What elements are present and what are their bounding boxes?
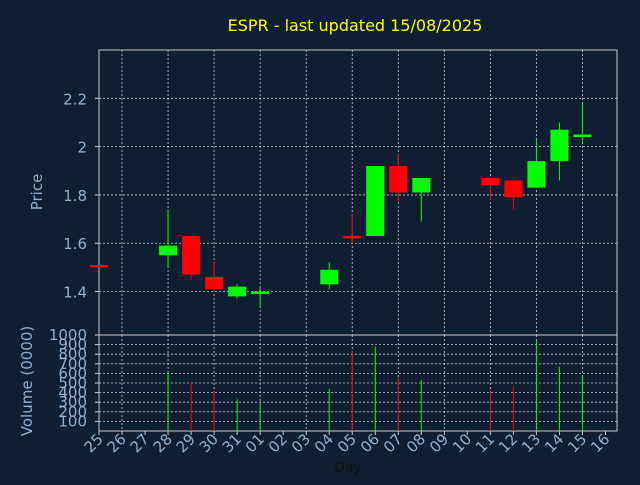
price-axis-label: Price <box>28 174 46 211</box>
candle-body-28 <box>159 245 178 256</box>
candle-body-11 <box>481 178 500 186</box>
candle-body-05 <box>343 235 362 239</box>
candle-body-30 <box>205 277 224 290</box>
x-axis-label: Day <box>334 460 362 476</box>
price-tick-label: 1.6 <box>63 235 87 253</box>
volume-tick-label: 1000 <box>49 326 87 344</box>
candle-body-04 <box>320 269 339 285</box>
candle-body-13 <box>527 161 546 188</box>
volume-tick-label: 200 <box>58 403 87 421</box>
volume-tick-label: 800 <box>58 345 87 363</box>
volume-tick-label: 900 <box>58 336 87 354</box>
volume-tick-label: 400 <box>58 384 87 402</box>
candle-body-29 <box>182 235 201 275</box>
candle-body-15 <box>573 134 592 138</box>
volume-axis-label: Volume (0000) <box>18 326 36 436</box>
candle-body-25 <box>90 264 108 268</box>
price-tick-label: 1.8 <box>63 187 87 205</box>
volume-tick-label: 100 <box>58 412 87 430</box>
volume-tick-label: 600 <box>58 364 87 382</box>
candle-body-07 <box>389 165 408 193</box>
price-panel-border <box>98 49 618 336</box>
volume-tick-label: 300 <box>58 393 87 411</box>
x-tick-label: 16 <box>587 430 613 456</box>
price-tick-label: 2.2 <box>63 90 87 108</box>
price-grid <box>99 50 617 335</box>
volume-grid <box>99 334 617 431</box>
candle-body-14 <box>550 129 569 162</box>
candle-body-12 <box>504 180 523 198</box>
candle-body-06 <box>366 165 385 236</box>
x-ticks: 2526272829303101020304050607080910111213… <box>81 430 614 456</box>
price-tick-label: 2 <box>77 139 87 157</box>
volume-tick-label: 700 <box>58 355 87 373</box>
candles <box>90 103 592 307</box>
price-tick-label: 1.4 <box>63 284 87 302</box>
candle-body-01 <box>251 291 270 295</box>
candle-body-31 <box>228 286 247 297</box>
price-ticks: 1.4 1.6 1.8 2 2.2 <box>63 90 99 302</box>
volume-tick-label: 500 <box>58 374 87 392</box>
volume-bars <box>167 339 583 431</box>
chart-title: ESPR - last updated 15/08/2025 <box>228 16 483 35</box>
candle-body-08 <box>412 178 431 193</box>
